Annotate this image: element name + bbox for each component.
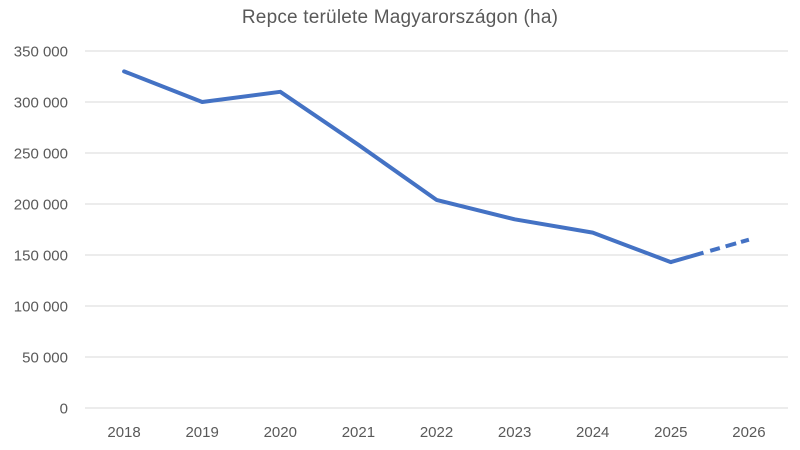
x-axis-label: 2018 — [107, 424, 140, 441]
y-axis-tick-label: 100 000 — [14, 299, 68, 316]
series-line-forecast — [670, 237, 750, 265]
y-axis-tick-label: 0 — [60, 401, 68, 418]
x-axis-label: 2025 — [654, 424, 687, 441]
x-axis-label: 2023 — [498, 424, 531, 441]
series-line-actual — [122, 69, 673, 265]
y-axis-tick-label: 200 000 — [14, 197, 68, 214]
y-axis-tick-label: 350 000 — [14, 44, 68, 61]
x-axis-label: 2020 — [264, 424, 297, 441]
y-axis-tick-label: 300 000 — [14, 95, 68, 112]
y-axis-tick-label: 250 000 — [14, 146, 68, 163]
x-axis-label: 2019 — [185, 424, 218, 441]
chart-title: Repce területe Magyarországon (ha) — [241, 7, 559, 28]
x-axis-label: 2022 — [420, 424, 453, 441]
x-axis-label: 2021 — [342, 424, 375, 441]
x-axis-label: 2026 — [732, 424, 765, 441]
y-axis-tick-label: 150 000 — [14, 248, 68, 265]
x-axis-label: 2024 — [576, 424, 609, 441]
y-axis-tick-label: 50 000 — [22, 350, 68, 367]
